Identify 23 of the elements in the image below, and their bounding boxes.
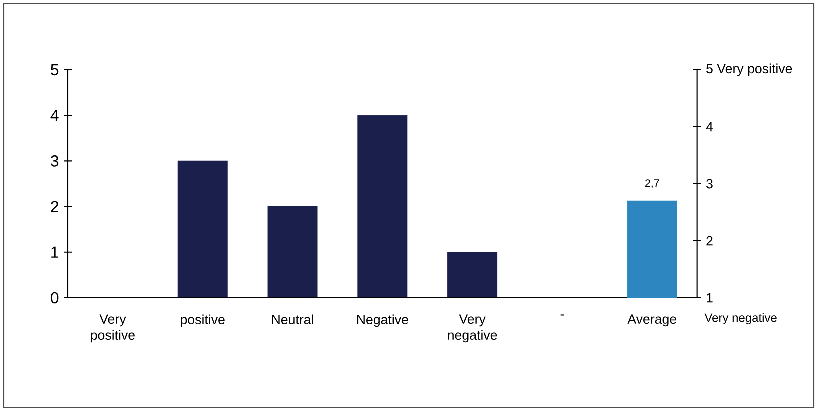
y-tick-label: 3 [51, 156, 59, 167]
bar [178, 160, 228, 298]
bar [268, 206, 318, 298]
y-tick-label: 1 [52, 246, 59, 258]
y2-tick-label: 5 Very positive [706, 64, 792, 76]
bar [358, 115, 408, 298]
x-tick-label: Negative [357, 314, 408, 328]
y-tick-label: 5 [51, 64, 59, 76]
x-tick-label: - [560, 314, 564, 316]
data-label: 2,7 [646, 180, 660, 188]
x-tick-label: Very negative [448, 314, 498, 343]
x-tick-label: Very positive [91, 314, 135, 343]
x-tick-label: positive [181, 314, 225, 328]
y2-tick-label: 3 [706, 179, 713, 189]
x-tick-label: Neutral [272, 314, 314, 324]
y-tick-label: 2 [51, 201, 58, 212]
y2-tick-label: 4 [706, 122, 714, 132]
y2-tick-label: 1 [707, 293, 713, 303]
y-tick-label: 4 [50, 110, 59, 122]
x-tick-label: Average [628, 314, 676, 327]
y-tick-label: 0 [51, 292, 59, 304]
bar [448, 252, 498, 298]
y2-tick-label: 2 [706, 236, 713, 246]
